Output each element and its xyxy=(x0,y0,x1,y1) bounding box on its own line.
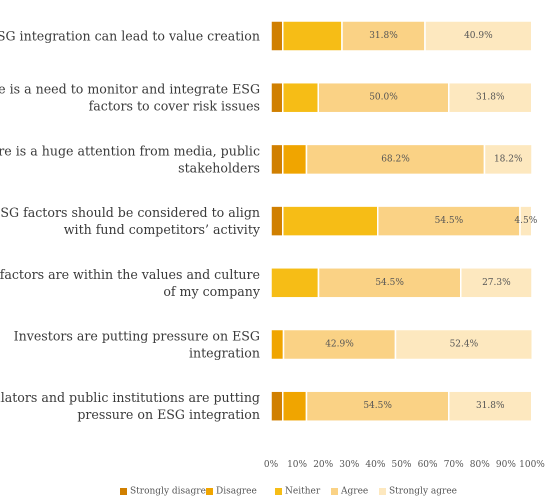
bar-segment xyxy=(317,81,450,114)
data-label: 31.8% xyxy=(369,31,398,41)
data-label: 42.9% xyxy=(325,340,354,350)
x-axis-ticks: 0% 10% 20% 30% 40% 50% 60% 70% 80% 90% 100% xyxy=(264,460,545,470)
category-label: stakeholders xyxy=(178,160,260,175)
bar-segment xyxy=(281,205,379,237)
category-label: Regulators and public institutions are p… xyxy=(0,390,260,405)
category-label: integration xyxy=(189,346,260,361)
bar-segment xyxy=(270,267,320,299)
bar-segment xyxy=(341,20,426,52)
legend-swatch xyxy=(331,488,338,495)
legend-swatch xyxy=(275,488,282,495)
data-label: 50.0% xyxy=(369,93,398,103)
legend-swatch xyxy=(120,488,127,495)
data-label: 54.5% xyxy=(375,278,404,288)
bar-segment xyxy=(483,143,533,176)
x-tick-label: 40% xyxy=(365,460,385,470)
legend: Strongly disagree Disagree Neither Agree Str… xyxy=(120,487,457,497)
bar-segment xyxy=(447,390,533,422)
bar-segment xyxy=(270,143,284,176)
data-label: 4.5% xyxy=(514,216,537,226)
legend-label: Agree xyxy=(340,487,368,497)
bar-segment xyxy=(376,205,521,237)
bar-segment xyxy=(270,328,285,361)
legend-label: Disagree xyxy=(216,487,257,497)
x-tick-label: 30% xyxy=(339,460,359,470)
x-tick-label: 60% xyxy=(418,460,438,470)
bars-group xyxy=(270,20,534,422)
legend-label: Strongly disagree xyxy=(130,487,211,497)
x-tick-label: 0% xyxy=(264,460,279,470)
bar-segment xyxy=(281,143,308,176)
bar-segment xyxy=(519,205,533,237)
x-tick-label: 50% xyxy=(391,460,411,470)
bar-segment xyxy=(317,267,462,299)
bar-segment xyxy=(270,390,284,422)
data-label: 54.5% xyxy=(435,216,464,226)
category-label: pressure on ESG integration xyxy=(77,407,260,422)
category-label: ESG factors are within the values and cu… xyxy=(0,267,260,282)
bar-segment xyxy=(305,143,486,176)
data-label: 18.2% xyxy=(494,154,523,164)
data-label: 54.5% xyxy=(363,401,392,411)
category-labels-group: ESG integration can lead to value creati… xyxy=(0,29,261,423)
legend-swatch xyxy=(206,488,213,495)
bar-segment xyxy=(281,390,308,422)
bar-segment xyxy=(305,390,450,422)
bar-segment xyxy=(459,267,533,299)
x-tick-label: 80% xyxy=(470,460,490,470)
data-label: 40.9% xyxy=(464,31,493,41)
category-label: There is a huge attention from media, pu… xyxy=(0,143,260,158)
bar-segment xyxy=(270,20,284,52)
x-tick-label: 100% xyxy=(519,460,545,470)
category-label: ESG integration can lead to value creati… xyxy=(0,29,260,44)
data-label: 52.4% xyxy=(450,340,479,350)
data-label: 31.8% xyxy=(476,401,505,411)
legend-label: Strongly agree xyxy=(389,487,457,497)
x-tick-label: 20% xyxy=(313,460,333,470)
bar-segment xyxy=(270,81,284,114)
bar-segment xyxy=(282,328,397,361)
legend-label: Neither xyxy=(285,487,321,497)
bar-segment xyxy=(270,205,284,237)
x-tick-label: 10% xyxy=(287,460,307,470)
bar-segment xyxy=(281,20,343,52)
bar-segment xyxy=(281,81,319,114)
bar-segment xyxy=(424,20,533,52)
category-label: Investors are putting pressure on ESG xyxy=(14,329,260,344)
x-tick-label: 70% xyxy=(444,460,464,470)
data-labels-group: 31.8% 40.9% 50.0% 31.8% 68.2% 18.2% 54.5% 4.5% 5… xyxy=(325,31,538,411)
data-label: 68.2% xyxy=(381,154,410,164)
category-label: with fund competitors’ activity xyxy=(64,222,261,237)
category-label: There is a need to monitor and integrate… xyxy=(0,82,260,97)
category-label: ESG factors should be considered to alig… xyxy=(0,205,260,220)
data-label: 31.8% xyxy=(476,93,505,103)
data-label: 27.3% xyxy=(482,278,511,288)
bar-segment xyxy=(394,328,534,361)
bar-segment xyxy=(447,81,533,114)
legend-swatch xyxy=(379,488,386,495)
category-label: factors to cover risk issues xyxy=(89,99,260,114)
category-label: of my company xyxy=(163,284,261,299)
x-tick-label: 90% xyxy=(496,460,516,470)
